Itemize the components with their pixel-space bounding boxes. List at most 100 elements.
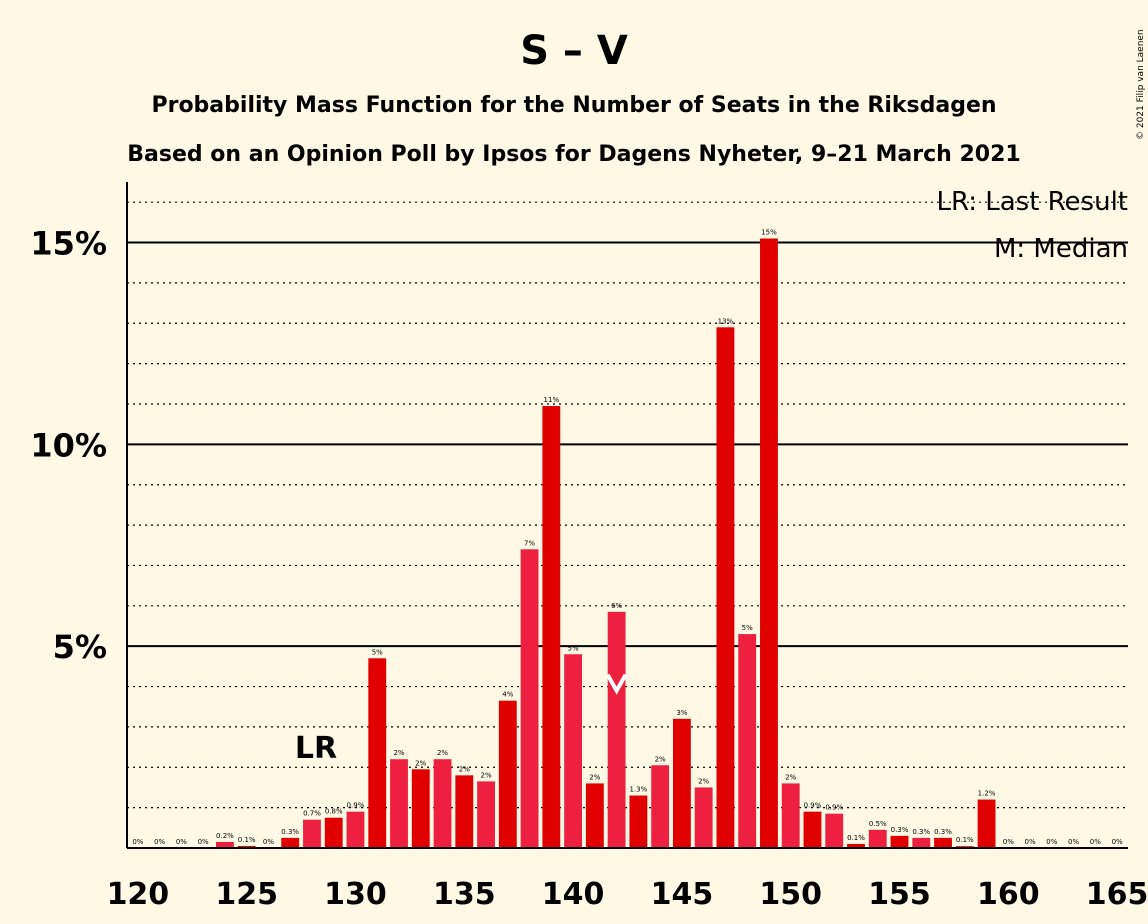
x-tick-labels: 120 125 130 135 140 145 150 155 160 165 xyxy=(107,877,1148,912)
bar-130 xyxy=(346,811,365,848)
data-label-132: 2% xyxy=(393,749,404,757)
data-label-145: 3% xyxy=(676,709,687,717)
data-label-161: 0% xyxy=(1025,838,1036,846)
markers: LR xyxy=(295,673,628,766)
data-label-130: 0.9% xyxy=(347,802,365,810)
bar-140 xyxy=(564,654,583,848)
y-tick-labels: 5% 10% 15% xyxy=(30,225,107,667)
bar-143 xyxy=(629,795,648,848)
x-tick-120: 120 xyxy=(107,877,170,912)
bar-147 xyxy=(716,327,735,848)
data-label-123: 0% xyxy=(198,838,209,846)
data-label-159: 1.2% xyxy=(978,790,996,798)
data-label-150: 2% xyxy=(785,773,796,781)
bar-151 xyxy=(803,811,822,848)
data-label-140: 5% xyxy=(568,644,579,652)
bar-127 xyxy=(281,837,300,848)
median-marker xyxy=(605,673,628,695)
bar-150 xyxy=(781,783,800,848)
data-label-129: 0.8% xyxy=(325,808,343,816)
data-label-164: 0% xyxy=(1090,838,1101,846)
bar-146 xyxy=(694,787,713,848)
data-label-149: 15% xyxy=(761,229,777,237)
data-label-155: 0.3% xyxy=(891,826,909,834)
bar-133 xyxy=(411,769,430,848)
data-label-160: 0% xyxy=(1003,838,1014,846)
bar-144 xyxy=(651,765,670,848)
data-label-143: 1.3% xyxy=(629,786,647,794)
y-tick-5: 5% xyxy=(53,628,107,666)
bar-129 xyxy=(324,817,343,848)
legend-median: M: Median xyxy=(994,234,1128,264)
chart-subtitle-2: Based on an Opinion Poll by Ipsos for Da… xyxy=(127,142,1020,167)
bar-125 xyxy=(237,845,256,848)
data-label-152: 0.9% xyxy=(825,804,843,812)
data-label-125: 0.1% xyxy=(238,836,256,844)
data-label-131: 5% xyxy=(372,648,383,656)
data-label-122: 0% xyxy=(176,838,187,846)
data-label-137: 4% xyxy=(502,691,513,699)
bar-139 xyxy=(542,406,561,848)
data-label-133: 2% xyxy=(415,759,426,767)
bar-145 xyxy=(672,718,691,848)
data-label-147: 13% xyxy=(718,317,734,325)
bars xyxy=(216,238,996,848)
x-tick-155: 155 xyxy=(868,877,931,912)
bar-131 xyxy=(368,658,387,848)
bar-136 xyxy=(477,781,495,848)
data-label-153: 0.1% xyxy=(847,834,865,842)
bar-159 xyxy=(977,799,996,848)
data-label-146: 2% xyxy=(698,777,709,785)
chart-title: S – V xyxy=(520,28,628,74)
bar-132 xyxy=(390,759,408,848)
data-label-158: 0.1% xyxy=(956,836,974,844)
x-tick-150: 150 xyxy=(759,877,822,912)
bar-124 xyxy=(216,841,234,848)
chart-subtitle-1: Probability Mass Function for the Number… xyxy=(151,93,996,118)
x-tick-135: 135 xyxy=(433,877,496,912)
data-label-136: 2% xyxy=(480,771,491,779)
data-label-134: 2% xyxy=(437,749,448,757)
data-label-141: 2% xyxy=(589,773,600,781)
x-tick-140: 140 xyxy=(542,877,605,912)
data-label-165: 0% xyxy=(1112,838,1123,846)
bar-142 xyxy=(607,611,626,848)
data-label-154: 0.5% xyxy=(869,820,887,828)
data-label-157: 0.3% xyxy=(934,828,952,836)
copyright-note: © 2021 Filip van Laenen xyxy=(1136,29,1146,140)
x-tick-125: 125 xyxy=(215,877,278,912)
bar-137 xyxy=(498,700,517,848)
bar-135 xyxy=(455,775,474,848)
y-tick-10: 10% xyxy=(30,426,107,464)
data-label-156: 0.3% xyxy=(912,828,930,836)
data-label-138: 7% xyxy=(524,539,535,547)
data-label-124: 0.2% xyxy=(216,832,234,840)
data-label-139: 11% xyxy=(544,396,560,404)
data-label-126: 0% xyxy=(263,838,274,846)
data-label-128: 0.7% xyxy=(303,810,321,818)
bar-153 xyxy=(847,843,865,848)
bar-155 xyxy=(890,835,909,848)
legend-last-result: LR: Last Result xyxy=(936,187,1128,217)
x-tick-160: 160 xyxy=(977,877,1040,912)
data-labels: 0% 0% 0% 0% 0.2% 0.1% 0% 0.3% 0.7% 0.8% 0.9% 5% 2% 2%… xyxy=(132,229,1123,846)
data-label-151: 0.9% xyxy=(804,802,822,810)
bar-141 xyxy=(585,783,604,848)
data-label-127: 0.3% xyxy=(281,828,299,836)
data-label-162: 0% xyxy=(1046,838,1057,846)
bar-128 xyxy=(303,819,321,848)
y-tick-15: 15% xyxy=(30,225,107,263)
bar-152 xyxy=(825,813,844,848)
bar-156 xyxy=(912,837,931,848)
axes xyxy=(126,182,1128,849)
bar-157 xyxy=(934,837,952,848)
x-tick-165: 165 xyxy=(1086,877,1148,912)
x-tick-145: 145 xyxy=(651,877,714,912)
bar-149 xyxy=(760,238,778,848)
last-result-marker: LR xyxy=(295,731,337,766)
bar-154 xyxy=(868,829,887,848)
bar-134 xyxy=(433,759,452,848)
data-label-135: 2% xyxy=(459,765,470,773)
data-label-144: 2% xyxy=(655,755,666,763)
bar-138 xyxy=(520,549,539,848)
